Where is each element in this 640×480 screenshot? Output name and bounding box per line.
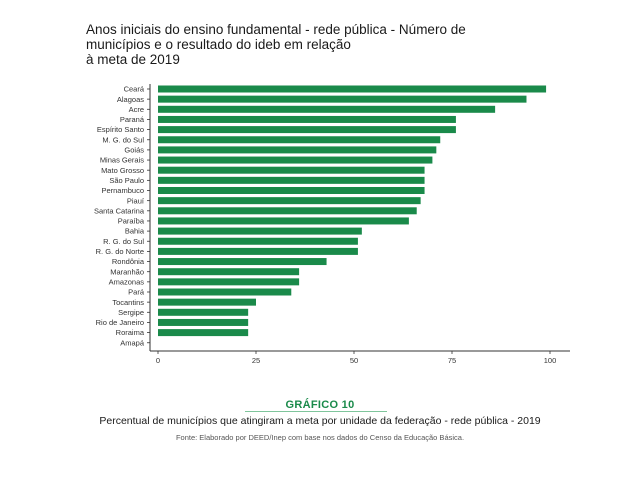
bar bbox=[158, 187, 425, 194]
chart-title: Anos iniciais do ensino fundamental - re… bbox=[86, 22, 466, 67]
y-tick-label: Paraná bbox=[120, 115, 145, 124]
y-tick-label: R. G. do Sul bbox=[103, 237, 144, 246]
figure-label-underline bbox=[245, 411, 387, 412]
bar bbox=[158, 268, 300, 276]
y-tick-label: M. G. do Sul bbox=[102, 135, 144, 144]
bar bbox=[158, 95, 527, 103]
figure-source: Fonte: Elaborado por DEED/Inep com base … bbox=[175, 433, 465, 442]
y-tick-label: Goiás bbox=[124, 146, 144, 155]
y-tick-label: Bahia bbox=[125, 227, 145, 236]
bar bbox=[158, 176, 425, 184]
x-tick-label: 0 bbox=[156, 356, 160, 365]
y-tick-label: R. G. do Norte bbox=[96, 247, 144, 256]
bar bbox=[158, 308, 249, 316]
y-tick-label: Amapá bbox=[120, 338, 145, 347]
bar bbox=[158, 237, 358, 245]
bar bbox=[158, 217, 409, 225]
y-tick-label: Tocantins bbox=[112, 298, 144, 307]
bar bbox=[158, 85, 547, 93]
x-tick-label: 100 bbox=[544, 356, 557, 365]
y-tick-label: Pará bbox=[128, 288, 145, 297]
bar bbox=[158, 105, 496, 113]
y-tick-label: Santa Catarina bbox=[94, 206, 145, 215]
y-tick-label: Roraima bbox=[116, 328, 145, 337]
y-tick-label: Mato Grosso bbox=[101, 166, 144, 175]
bar bbox=[158, 288, 292, 296]
bar bbox=[158, 166, 425, 174]
y-tick-label: São Paulo bbox=[109, 176, 144, 185]
bar bbox=[158, 247, 358, 255]
x-tick-label: 25 bbox=[252, 356, 260, 365]
bar bbox=[158, 258, 327, 266]
bar bbox=[158, 278, 300, 286]
bar bbox=[158, 115, 456, 123]
bar bbox=[158, 156, 433, 164]
y-tick-label: Minas Gerais bbox=[100, 156, 144, 165]
bar bbox=[158, 126, 456, 134]
bar bbox=[158, 227, 362, 235]
figure-caption: Percentual de municípios que atingiram a… bbox=[99, 415, 541, 427]
y-tick-label: Ceará bbox=[124, 85, 145, 94]
bar bbox=[158, 136, 441, 144]
y-tick-label: Acre bbox=[129, 105, 144, 114]
y-tick-label: Amazonas bbox=[109, 277, 145, 286]
bar bbox=[158, 146, 437, 154]
bar bbox=[158, 318, 249, 326]
bar bbox=[158, 298, 256, 306]
figure-label: GRÁFICO 10 bbox=[285, 399, 355, 411]
y-tick-label: Piauí bbox=[127, 196, 145, 205]
x-tick-label: 50 bbox=[350, 356, 358, 365]
bar bbox=[158, 197, 421, 205]
bar bbox=[158, 207, 417, 215]
y-tick-label: Paraíba bbox=[118, 217, 145, 226]
x-tick-label: 75 bbox=[448, 356, 456, 365]
y-tick-label: Rio de Janeiro bbox=[96, 318, 144, 327]
y-tick-label: Alagoas bbox=[117, 95, 144, 104]
y-tick-label: Rondônia bbox=[112, 257, 145, 266]
y-tick-label: Espírito Santo bbox=[97, 125, 144, 134]
bar bbox=[158, 329, 249, 337]
y-tick-label: Sergipe bbox=[118, 308, 144, 317]
y-tick-label: Pernambuco bbox=[101, 186, 144, 195]
y-tick-label: Maranhão bbox=[110, 267, 144, 276]
